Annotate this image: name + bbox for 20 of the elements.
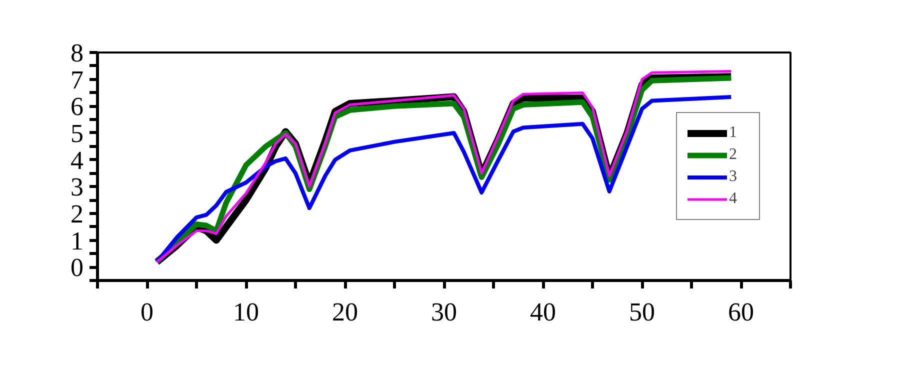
x-tick-label: 10: [233, 298, 259, 326]
y-tick-label: 2: [70, 199, 84, 228]
legend-label: 1: [729, 124, 738, 142]
x-tick-label: 40: [530, 298, 556, 326]
y-tick-label: 4: [70, 146, 84, 175]
x-tick-label: 0: [140, 298, 154, 326]
y-tick-label: 0: [70, 253, 84, 282]
y-tick-label: 6: [70, 92, 84, 122]
y-tick-label: 1: [70, 226, 84, 256]
x-tick-label: 20: [332, 298, 358, 326]
x-tick-label: 60: [728, 298, 754, 326]
y-tick-label: 7: [70, 65, 84, 94]
legend-label: 4: [729, 190, 738, 208]
x-tick-label: 50: [629, 298, 655, 326]
y-tick-label: 3: [70, 172, 84, 202]
y-tick-label: 5: [70, 118, 84, 148]
y-tick-label: 8: [70, 38, 84, 68]
legend-label: 2: [729, 146, 738, 164]
x-tick-label: 30: [431, 298, 457, 326]
legend-label: 3: [729, 168, 738, 186]
